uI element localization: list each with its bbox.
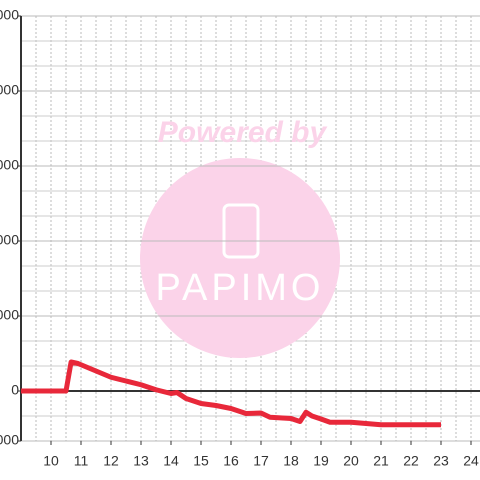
x-tick-label: 17 bbox=[253, 453, 269, 469]
x-tick-label: 16 bbox=[223, 453, 239, 469]
x-tick-label: 23 bbox=[433, 453, 449, 469]
x-tick-label: 11 bbox=[74, 453, 89, 469]
watermark-top: Powered by bbox=[158, 116, 328, 149]
x-tick-label: 18 bbox=[283, 453, 299, 469]
y-tick-label: 90,000 bbox=[0, 157, 19, 173]
x-tick-label: 14 bbox=[163, 453, 179, 469]
x-tick-label: 22 bbox=[403, 453, 419, 469]
x-tick-label: 13 bbox=[133, 453, 149, 469]
x-tick-label: 21 bbox=[373, 453, 389, 469]
x-tick-label: 15 bbox=[193, 453, 209, 469]
y-tick-label: 150,000 bbox=[0, 7, 19, 23]
x-tick-label: 24 bbox=[463, 453, 479, 469]
y-tick-label: -20,000 bbox=[0, 432, 19, 448]
watermark-icon bbox=[222, 203, 260, 259]
x-tick-label: 20 bbox=[343, 453, 359, 469]
y-tick-label: 30,000 bbox=[0, 307, 19, 323]
line-series bbox=[21, 359, 441, 428]
y-tick-label: 0 bbox=[11, 382, 19, 398]
y-tick-label: 60,000 bbox=[0, 232, 19, 248]
x-tick-label: 12 bbox=[103, 453, 119, 469]
x-tick-label: 10 bbox=[43, 453, 59, 469]
watermark-bottom: PAPIMO bbox=[156, 267, 325, 309]
x-tick-label: 19 bbox=[313, 453, 329, 469]
y-tick-label: 120,000 bbox=[0, 82, 19, 98]
